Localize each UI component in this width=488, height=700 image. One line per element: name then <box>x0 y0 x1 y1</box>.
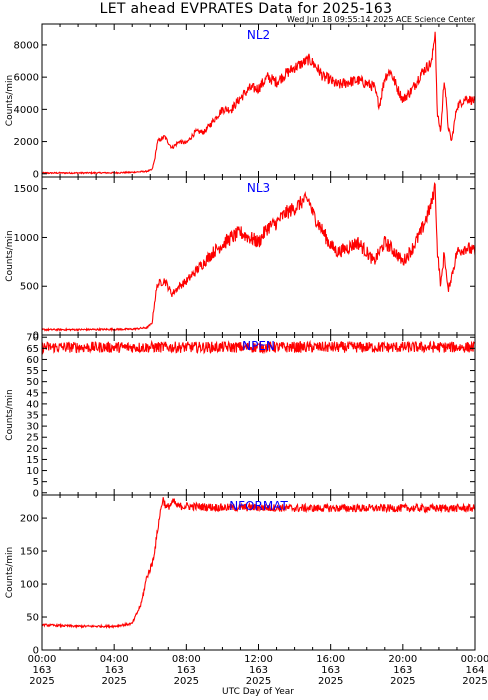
x-tick-label: 20:00 <box>388 654 417 665</box>
x-tick-label: 2025 <box>318 676 343 687</box>
y-tick-label: 2000 <box>14 137 39 148</box>
y-tick-label: 65 <box>26 344 39 355</box>
y-tick-label: 150 <box>20 547 39 558</box>
x-tick-label: 2025 <box>29 676 54 687</box>
panel-nl3: 0 500 1000 1500 NL3 Counts/min <box>5 176 476 342</box>
y-tick-label: 1000 <box>14 233 39 244</box>
y-tick-label: 25 <box>26 433 39 444</box>
series-line-nl2 <box>42 31 475 175</box>
y-tick-label: 8000 <box>14 40 39 51</box>
x-tick-label: 2025 <box>462 676 487 687</box>
y-tick-label: 100 <box>20 580 39 591</box>
series-line-nl3 <box>42 182 475 333</box>
y-axis-label: Counts/min <box>5 75 15 126</box>
y-tick-label: 5 <box>33 477 39 488</box>
x-tick-label: 00:00 <box>28 654 57 665</box>
chart-timestamp: Wed Jun 18 09:55:14 2025 ACE Science Cen… <box>287 15 476 24</box>
y-tick-label: 55 <box>26 366 39 377</box>
y-tick-label: 30 <box>26 422 39 433</box>
series-line-nformat <box>42 497 475 630</box>
y-axis-label: Counts/min <box>5 230 15 281</box>
y-tick-label: 0 <box>33 169 39 180</box>
y-tick-label: 50 <box>26 377 39 388</box>
x-tick-label: 164 <box>465 665 484 676</box>
x-tick-label: 163 <box>249 665 268 676</box>
panel-nl2: 0 2000 4000 6000 8000 NL2 Counts/min <box>5 23 476 180</box>
y-tick-label: 20 <box>26 444 39 455</box>
panel-nformat: 0 50 100 150 200 NFORMAT Counts/min <box>5 494 476 657</box>
panels-group: 02000400060008000NL2Counts/min0500100015… <box>5 23 476 657</box>
panel-frame <box>41 334 476 496</box>
chart-title: LET ahead EVPRATES Data for 2025-163 <box>100 1 393 17</box>
x-tick-label: 2025 <box>174 676 199 687</box>
panel-label: NL3 <box>247 181 270 195</box>
y-tick-label: 200 <box>20 514 39 525</box>
y-tick-label: 1500 <box>14 184 39 195</box>
x-tick-label: 2025 <box>246 676 271 687</box>
y-tick-label: 40 <box>26 399 39 410</box>
panel-label: NPEN <box>242 339 275 353</box>
x-tick-label: 00:00 <box>461 654 488 665</box>
y-tick-label: 15 <box>26 455 39 466</box>
x-axis: 00:00163202504:00163202508:00163202512:0… <box>28 654 488 687</box>
x-tick-label: 08:00 <box>172 654 201 665</box>
y-tick-label: 50 <box>26 613 39 624</box>
x-tick-label: 163 <box>321 665 340 676</box>
x-tick-label: 04:00 <box>100 654 129 665</box>
y-axis-label: Counts/min <box>5 547 15 598</box>
x-tick-label: 12:00 <box>244 654 273 665</box>
y-tick-label: 45 <box>26 388 39 399</box>
x-tick-label: 2025 <box>101 676 126 687</box>
panel-frame <box>41 23 476 178</box>
y-tick-label: 60 <box>26 355 39 366</box>
series-line-npen <box>42 339 475 355</box>
y-axis-label: Counts/min <box>5 389 15 440</box>
x-axis-label: UTC Day of Year <box>222 687 294 697</box>
y-tick-label: 35 <box>26 411 39 422</box>
panel-npen: 0510152025303540455055606570NPENCounts/m… <box>5 333 476 499</box>
y-tick-label: 6000 <box>14 73 39 84</box>
y-tick-label: 0 <box>33 646 39 657</box>
x-tick-label: 163 <box>393 665 412 676</box>
x-tick-label: 163 <box>105 665 124 676</box>
panel-label: NFORMAT <box>229 499 288 513</box>
y-tick-label: 4000 <box>14 105 39 116</box>
x-tick-label: 163 <box>32 665 51 676</box>
y-tick-label: 10 <box>26 466 39 477</box>
x-tick-label: 2025 <box>390 676 415 687</box>
y-tick-label: 0 <box>33 488 39 499</box>
x-tick-label: 16:00 <box>316 654 345 665</box>
panel-label: NL2 <box>247 28 270 42</box>
y-tick-label: 0 <box>33 331 39 342</box>
x-tick-label: 163 <box>177 665 196 676</box>
y-tick-label: 500 <box>20 282 39 293</box>
y-tick-label: 70 <box>26 333 39 344</box>
